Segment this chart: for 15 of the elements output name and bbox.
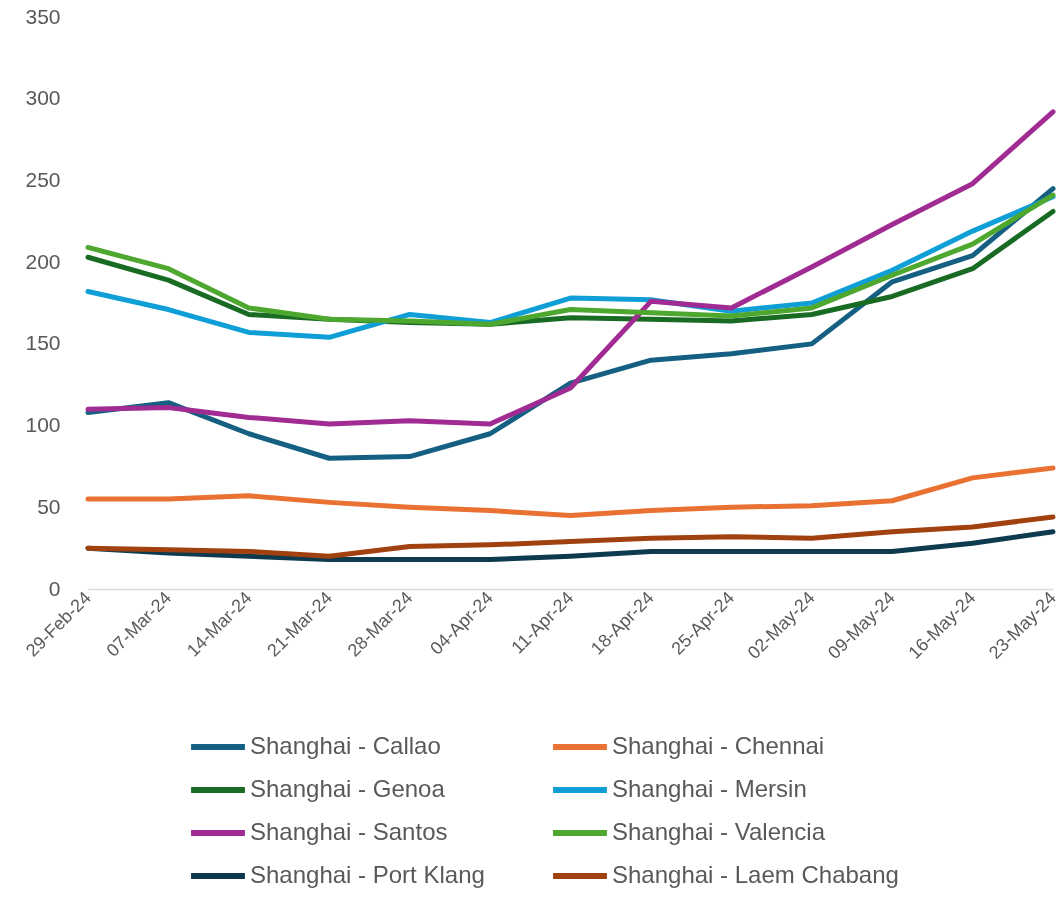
legend-label: Shanghai - Genoa <box>250 775 446 802</box>
y-tick-label: 100 <box>25 413 61 437</box>
legend-label: Shanghai - Valencia <box>612 818 826 845</box>
y-tick-label: 250 <box>25 167 61 191</box>
legend-label: Shanghai - Callao <box>250 732 441 759</box>
legend-label: Shanghai - Santos <box>250 818 448 845</box>
legend-label: Shanghai - Mersin <box>612 775 807 802</box>
y-tick-label: 150 <box>25 331 61 355</box>
legend-label: Shanghai - Chennai <box>612 732 825 759</box>
legend-label: Shanghai - Laem Chabang <box>612 861 899 888</box>
y-tick-label: 50 <box>37 494 61 518</box>
legend-label: Shanghai - Port Klang <box>250 861 485 888</box>
y-tick-label: 300 <box>25 86 61 110</box>
y-tick-label: 200 <box>25 249 61 273</box>
y-tick-label: 350 <box>25 4 61 28</box>
